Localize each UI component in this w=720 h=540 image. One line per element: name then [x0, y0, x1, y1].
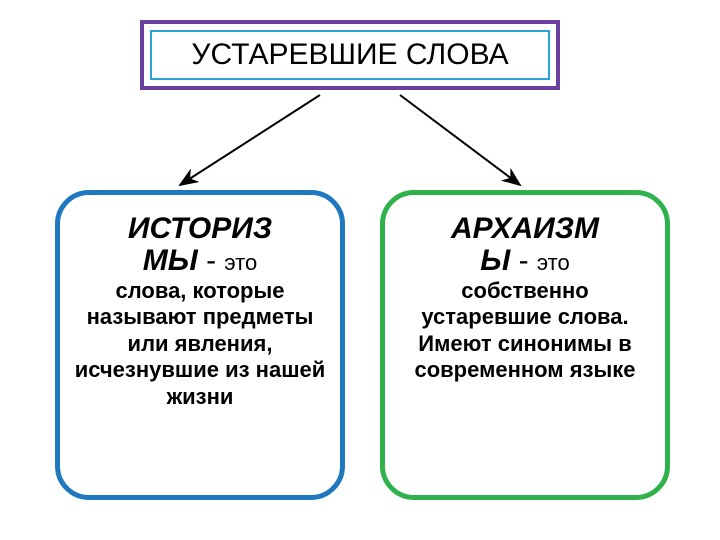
arrow-left [180, 95, 320, 185]
card-left-sub: это [224, 250, 257, 275]
title-text: УСТАРЕВШИЕ СЛОВА [191, 38, 508, 72]
arrow-right [400, 95, 520, 185]
title-box: УСТАРЕВШИЕ СЛОВА [140, 20, 560, 90]
card-right-heading-line2: Ы [480, 244, 510, 277]
card-right-sub: это [537, 250, 570, 275]
card-right-dash: - [510, 244, 537, 277]
card-left-body: слова, которые называют предметы или явл… [74, 278, 326, 410]
card-left-heading-line1: ИСТОРИЗ [128, 212, 272, 245]
card-left-dash: - [198, 244, 225, 277]
card-right-body: собственно устаревшие слова. Имеют синон… [399, 278, 651, 384]
card-archaisms: АРХАИЗМ Ы - это собственно устаревшие сл… [380, 190, 670, 500]
card-left-heading: ИСТОРИЗ МЫ - это [74, 213, 326, 276]
card-historisms: ИСТОРИЗ МЫ - это слова, которые называют… [55, 190, 345, 500]
card-right-heading: АРХАИЗМ Ы - это [399, 213, 651, 276]
card-left-heading-line2: МЫ [143, 244, 198, 277]
card-right-heading-line1: АРХАИЗМ [451, 212, 599, 245]
